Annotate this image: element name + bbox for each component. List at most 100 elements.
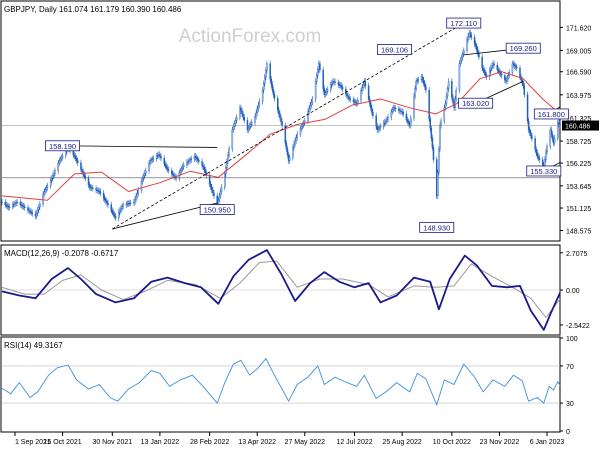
- candle-body: [410, 117, 412, 126]
- price-y-tick-label: 169.005: [566, 48, 591, 55]
- candle-body: [19, 201, 22, 205]
- candle-body: [14, 203, 16, 205]
- candle-body: [52, 175, 54, 179]
- macd-y-tick-label: 2.7075: [566, 251, 588, 258]
- candle-body: [54, 170, 56, 174]
- current-price-label: 160.486: [565, 124, 590, 131]
- candle-body: [460, 56, 463, 61]
- price-y-tick-label: 161.325: [566, 116, 591, 123]
- macd-main-line: [1, 249, 561, 331]
- candle-body: [133, 201, 135, 204]
- annotation-label: 150.950: [204, 206, 231, 215]
- candle-body: [280, 117, 282, 122]
- candle-body: [447, 81, 450, 89]
- candle-body: [340, 85, 343, 88]
- candle-body: [152, 158, 155, 160]
- candle-body: [314, 81, 317, 100]
- candle-body: [112, 212, 115, 215]
- candle-body: [414, 88, 416, 97]
- candle-body: [182, 164, 185, 168]
- candle-body: [421, 76, 424, 81]
- candle-body: [99, 191, 102, 194]
- candle-body: [240, 107, 242, 112]
- candle-body: [466, 39, 468, 51]
- candle-body: [257, 105, 260, 110]
- candle-body: [513, 64, 516, 67]
- candle-body: [248, 125, 251, 129]
- annotation-box: [377, 44, 412, 55]
- macd-y-axis: 2.7075 0.00 -2.5422: [560, 251, 590, 330]
- candle-body: [415, 81, 417, 89]
- candle-body: [432, 147, 435, 160]
- candle-body: [196, 158, 199, 161]
- candle-body: [224, 173, 226, 188]
- candle-body: [308, 108, 310, 112]
- candle-body: [6, 205, 9, 207]
- candle-body: [292, 147, 294, 158]
- candle-body: [299, 128, 302, 135]
- candle-body: [424, 83, 426, 88]
- rsi-y-tick-label: 0: [566, 429, 570, 436]
- candle-body: [36, 209, 39, 214]
- candle-body: [347, 95, 349, 98]
- candle-body: [444, 103, 447, 109]
- x-tick-label: 15 Oct 2021: [43, 439, 81, 446]
- candle-body: [60, 157, 63, 160]
- candle-body: [247, 127, 250, 131]
- candle-body: [378, 127, 381, 129]
- candle-body: [43, 191, 45, 195]
- candle-body: [361, 87, 363, 92]
- candle-body: [137, 189, 140, 194]
- candle-body: [519, 67, 521, 78]
- candle-body: [105, 199, 107, 202]
- candle-body: [541, 159, 544, 166]
- candle-body: [333, 81, 335, 83]
- candle-body: [413, 95, 415, 119]
- candle-body: [545, 151, 547, 160]
- price-y-tick-label: 163.975: [566, 93, 591, 100]
- candle-body: [81, 169, 83, 172]
- candle-body: [507, 75, 509, 79]
- trendline: [62, 145, 218, 148]
- candle-body: [407, 121, 410, 124]
- candle-body: [21, 205, 24, 207]
- candle-body: [74, 156, 77, 159]
- annotation-label: 169.260: [510, 44, 537, 53]
- candle-body: [92, 187, 94, 189]
- trendline: [112, 22, 464, 230]
- candle-body: [203, 166, 205, 170]
- candle-body: [264, 76, 266, 84]
- candle-body: [12, 204, 14, 207]
- candle-body: [537, 156, 540, 159]
- candle-body: [310, 101, 313, 106]
- candle-body: [430, 128, 433, 139]
- candle-body: [255, 112, 257, 117]
- x-tick-label: 30 Nov 2021: [92, 439, 132, 446]
- rsi-y-axis: 100 70 30 0: [560, 336, 578, 436]
- candle-body: [204, 169, 207, 173]
- candle-body: [437, 172, 439, 197]
- candle-body: [142, 175, 145, 179]
- candle-body: [491, 65, 493, 69]
- candle-body: [232, 126, 235, 131]
- candle-body: [474, 43, 477, 47]
- candle-body: [44, 189, 47, 192]
- macd-y-tick-label: -2.5422: [566, 323, 590, 330]
- candle-body: [377, 128, 380, 131]
- candle-body: [271, 84, 274, 90]
- rsi-y-tick-label: 100: [566, 336, 578, 343]
- candle-body: [239, 107, 241, 118]
- candle-body: [443, 107, 446, 122]
- candle-body: [511, 63, 514, 73]
- candle-body: [205, 172, 208, 176]
- candle-body: [20, 204, 23, 206]
- candle-body: [323, 88, 326, 95]
- candle-body: [425, 86, 427, 91]
- candle-body: [293, 143, 295, 148]
- candle-body: [4, 201, 6, 205]
- price-y-tick-label: 153.645: [566, 184, 591, 191]
- candle-body: [28, 209, 30, 212]
- candle-body: [83, 173, 85, 177]
- candle-body: [354, 101, 357, 103]
- candle-body: [400, 110, 402, 112]
